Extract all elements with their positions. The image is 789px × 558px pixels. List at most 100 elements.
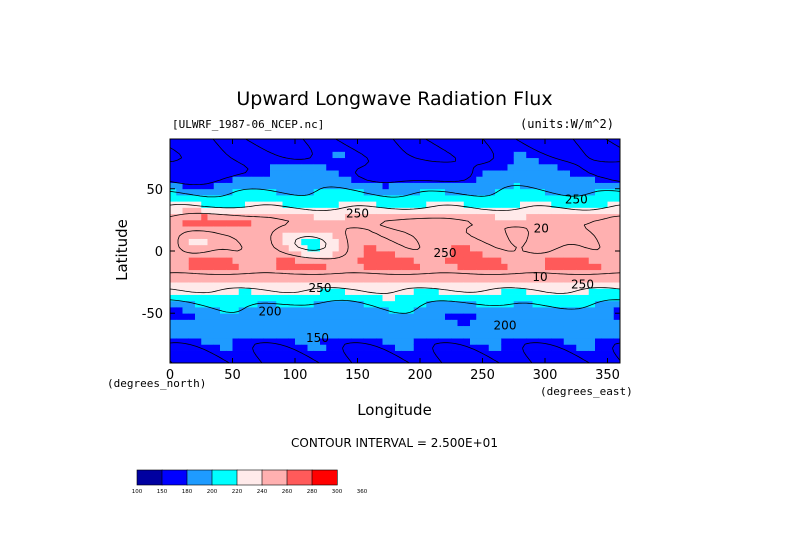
flux-cell [313,269,321,277]
flux-cell [170,331,177,339]
flux-cell [288,300,296,308]
flux-cell [326,139,333,146]
flux-cell [245,288,252,295]
flux-cell [238,257,246,264]
flux-cell [401,232,408,239]
flux-cell [526,257,533,264]
flux-cell [457,263,465,271]
flux-cell [557,313,565,320]
flux-cell [595,151,602,159]
flux-cell [445,307,452,314]
flux-cell [376,257,383,264]
flux-cell [201,251,208,258]
flux-cell [488,307,496,314]
flux-cell [570,226,577,233]
flux-cell [445,226,452,233]
flux-cell [595,182,602,190]
flux-cell [338,145,346,152]
flux-cell [276,307,283,314]
flux-cell [476,151,483,159]
flux-cell [582,338,590,345]
flux-cell [301,244,308,252]
flux-cell [407,238,415,246]
flux-cell [520,213,527,221]
flux-cell [257,219,265,227]
flux-cell [588,269,596,277]
flux-cell [482,269,490,277]
flux-cell [388,201,396,208]
flux-cell [445,275,452,283]
flux-cell [195,188,202,196]
flux-cell [338,238,346,246]
flux-cell [420,219,427,227]
flux-cell [463,350,471,358]
flux-cell [451,356,458,363]
flux-cell [257,151,265,159]
flux-cell [282,313,290,320]
flux-cell [170,300,177,308]
flux-cell [382,282,390,289]
flux-cell [176,275,183,283]
flux-cell [438,201,446,208]
flux-cell [588,257,596,264]
flux-cell [563,263,571,271]
flux-cell [213,288,221,295]
flux-cell [401,219,408,227]
flux-cell [232,275,240,283]
flux-cell [432,313,440,320]
flux-cell [601,163,608,171]
flux-cell [382,176,390,183]
flux-cell [282,139,290,146]
flux-cell [282,176,290,183]
flux-cell [426,356,433,363]
flux-cell [488,139,496,146]
flux-cell [513,331,521,339]
flux-cell [538,151,546,159]
flux-cell [532,313,540,320]
flux-cell [288,244,296,252]
flux-cell [176,139,183,146]
flux-cell [326,344,333,351]
contour-interval-note: CONTOUR INTERVAL = 2.500E+01 [291,436,498,450]
flux-cell [513,313,521,320]
flux-cell [338,170,346,177]
flux-cell [613,163,620,171]
flux-cell [182,182,190,190]
flux-cell [532,344,540,351]
flux-cell [513,207,521,215]
flux-cell [451,195,458,202]
flux-cell [395,307,402,314]
flux-cell [332,170,340,177]
flux-cell [495,201,502,208]
flux-cell [295,188,302,196]
flux-cell [507,356,515,363]
flux-cell [482,319,490,327]
flux-cell [232,251,240,258]
flux-cell [495,275,502,283]
flux-cell [613,319,620,327]
flux-cell [220,195,227,202]
flux-cell [301,238,308,246]
flux-cell [226,257,233,264]
flux-cell [370,157,377,165]
flux-cell [482,207,490,215]
flux-cell [463,294,471,302]
flux-cell [601,275,608,283]
flux-cell [538,182,546,190]
flux-cell [295,269,302,277]
flux-cell [451,282,458,289]
flux-cell [276,238,283,246]
flux-cell [445,263,452,271]
flux-cell [557,219,565,227]
flux-cell [388,232,396,239]
flux-cell [570,238,577,246]
flux-cell [413,269,421,277]
flux-cell [263,294,271,302]
flux-cell [376,313,383,320]
colorbar-tick-label: 180 [182,489,193,495]
flux-cell [463,288,471,295]
flux-cell [445,163,452,171]
flux-cell [445,145,452,152]
flux-cell [457,319,465,327]
